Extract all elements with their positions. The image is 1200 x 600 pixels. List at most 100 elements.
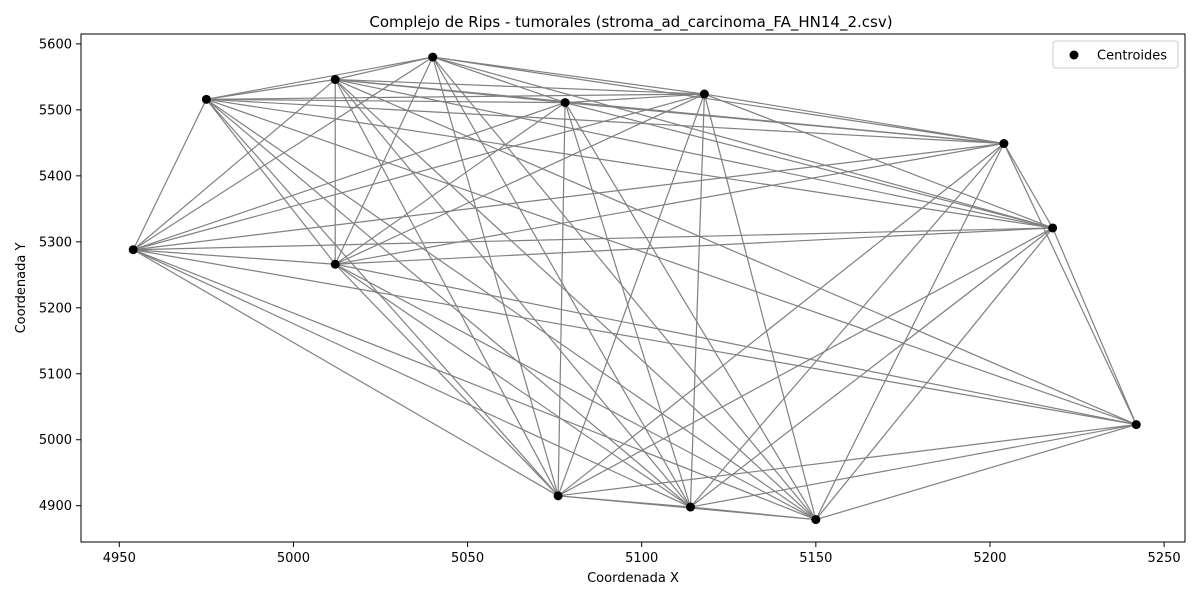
edge-0-2 bbox=[132, 79, 336, 251]
legend: Centroides bbox=[1052, 40, 1179, 69]
x-tick-label: 5200 bbox=[973, 551, 1006, 566]
centroid-point-5 bbox=[553, 491, 563, 501]
edges-layer bbox=[132, 56, 1137, 521]
edge-5-6 bbox=[557, 102, 566, 496]
edge-1-3 bbox=[205, 98, 336, 265]
edge-2-9 bbox=[334, 79, 817, 521]
edge-0-8 bbox=[133, 93, 705, 251]
y-tick-label: 5300 bbox=[39, 235, 72, 250]
centroid-point-4 bbox=[428, 52, 438, 62]
edge-1-9 bbox=[206, 98, 817, 521]
centroid-point-10 bbox=[999, 139, 1009, 149]
y-tick-label: 5000 bbox=[39, 433, 72, 448]
edge-0-3 bbox=[133, 249, 336, 265]
edge-9-12 bbox=[815, 423, 1137, 521]
edge-0-7 bbox=[132, 249, 691, 508]
x-tick-label: 5100 bbox=[625, 551, 658, 566]
edge-3-4 bbox=[334, 56, 434, 265]
edge-3-5 bbox=[334, 263, 559, 497]
edge-1-12 bbox=[206, 98, 1137, 426]
x-axis-label: Coordenada X bbox=[587, 571, 679, 586]
edge-7-8 bbox=[689, 94, 705, 508]
centroid-point-3 bbox=[330, 259, 340, 269]
edge-7-9 bbox=[690, 506, 816, 521]
edge-3-10 bbox=[335, 142, 1005, 265]
x-tick-label: 5250 bbox=[1148, 551, 1181, 566]
x-tick-label: 5050 bbox=[451, 551, 484, 566]
edge-1-5 bbox=[205, 98, 559, 497]
edge-6-7 bbox=[564, 102, 692, 508]
edge-1-11 bbox=[206, 98, 1053, 229]
centroid-point-7 bbox=[685, 502, 695, 512]
edge-5-8 bbox=[557, 93, 705, 497]
legend-entry: Centroides bbox=[1097, 49, 1167, 64]
edge-1-7 bbox=[205, 98, 691, 508]
edge-4-8 bbox=[432, 56, 705, 95]
edge-2-11 bbox=[335, 78, 1053, 229]
edge-3-12 bbox=[335, 263, 1137, 426]
edge-4-5 bbox=[432, 56, 559, 496]
y-tick-label: 5400 bbox=[39, 169, 72, 184]
edge-10-11 bbox=[1003, 143, 1054, 229]
edge-6-9 bbox=[564, 102, 817, 520]
edge-4-6 bbox=[432, 56, 566, 104]
edge-4-11 bbox=[432, 56, 1053, 229]
centroid-point-9 bbox=[811, 515, 821, 525]
centroid-point-8 bbox=[699, 89, 709, 99]
edge-7-12 bbox=[690, 423, 1137, 508]
x-tick-label: 5150 bbox=[799, 551, 832, 566]
edge-9-10 bbox=[815, 143, 1005, 520]
edge-1-2 bbox=[206, 78, 336, 100]
edge-2-12 bbox=[334, 78, 1137, 426]
edge-4-9 bbox=[432, 56, 817, 520]
edge-0-6 bbox=[133, 102, 566, 251]
legend-box bbox=[1052, 40, 1179, 69]
edge-8-10 bbox=[704, 93, 1005, 145]
edge-6-11 bbox=[564, 102, 1053, 229]
y-tick-label: 5500 bbox=[39, 103, 72, 118]
edge-3-11 bbox=[335, 227, 1053, 265]
edge-8-11 bbox=[704, 93, 1053, 229]
edge-3-7 bbox=[334, 263, 691, 508]
y-tick-label: 5600 bbox=[39, 37, 72, 52]
edge-5-11 bbox=[557, 227, 1053, 497]
edge-11-12 bbox=[1052, 227, 1137, 425]
y-axis-ticks: 4900 5000 5100 5200 5300 5400 5500 5600 bbox=[39, 37, 81, 514]
centroid-point-0 bbox=[128, 245, 138, 255]
y-axis-label: Coordenada Y bbox=[14, 243, 29, 334]
edge-10-12 bbox=[1003, 143, 1137, 425]
edge-5-10 bbox=[557, 143, 1005, 497]
x-tick-label: 5000 bbox=[277, 551, 310, 566]
edge-6-8 bbox=[565, 93, 705, 104]
edge-0-12 bbox=[133, 249, 1137, 426]
edge-1-10 bbox=[206, 98, 1004, 145]
edge-2-5 bbox=[334, 79, 559, 497]
edge-4-10 bbox=[432, 56, 1004, 145]
legend-marker bbox=[1069, 50, 1079, 60]
edge-0-9 bbox=[133, 249, 817, 521]
edge-3-6 bbox=[334, 102, 566, 265]
edge-7-11 bbox=[690, 227, 1054, 508]
edge-8-9 bbox=[703, 93, 817, 520]
chart-title: Complejo de Rips - tumorales (stroma_ad_… bbox=[369, 13, 892, 32]
centroid-point-1 bbox=[201, 94, 211, 104]
edge-0-11 bbox=[133, 227, 1053, 251]
centroid-point-2 bbox=[330, 75, 340, 85]
x-tick-label: 4950 bbox=[103, 551, 136, 566]
centroid-point-11 bbox=[1048, 223, 1058, 233]
edge-9-11 bbox=[815, 227, 1054, 520]
edge-0-1 bbox=[132, 99, 207, 250]
y-tick-label: 5100 bbox=[39, 367, 72, 382]
edge-0-10 bbox=[133, 142, 1004, 251]
plot-frame bbox=[80, 33, 1186, 543]
edge-5-12 bbox=[558, 423, 1137, 497]
centroid-point-6 bbox=[560, 98, 570, 108]
edge-6-10 bbox=[565, 102, 1004, 145]
x-axis-ticks: 4950 5000 5050 5100 5150 5200 5250 bbox=[103, 542, 1181, 566]
edge-2-7 bbox=[334, 79, 691, 508]
y-tick-label: 4900 bbox=[39, 499, 72, 514]
edge-1-4 bbox=[206, 56, 433, 100]
y-tick-label: 5200 bbox=[39, 301, 72, 316]
points-layer bbox=[128, 52, 1141, 525]
